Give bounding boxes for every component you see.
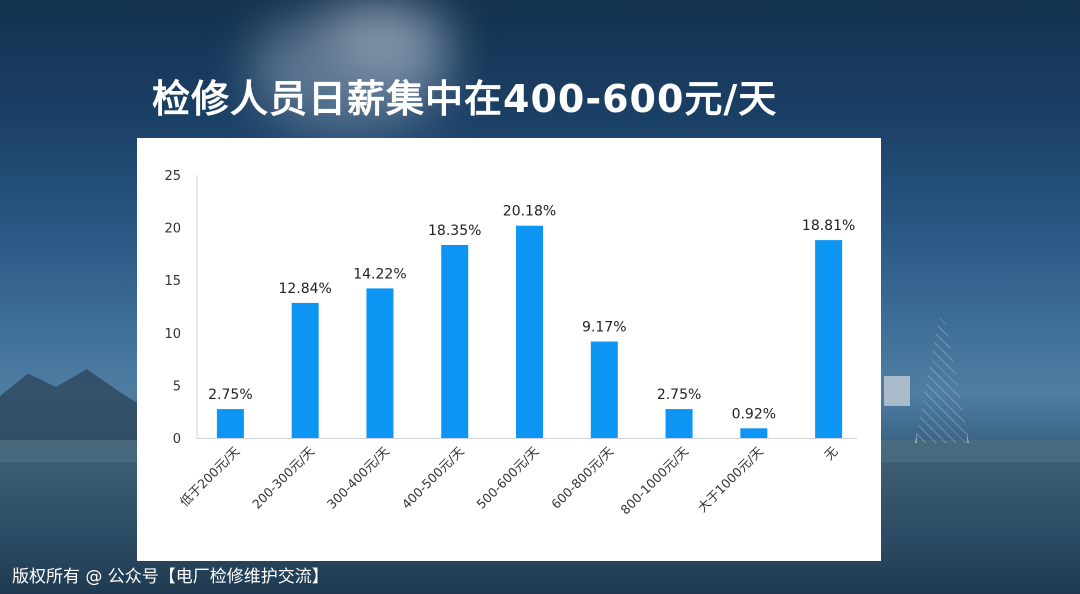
y-tick-label: 5 — [173, 379, 181, 394]
x-tick-label: 无 — [821, 444, 840, 463]
copyright-notice: 版权所有 @ 公众号【电厂检修维护交流】 — [12, 567, 329, 587]
bar — [516, 225, 543, 438]
bar — [291, 302, 319, 438]
data-label: 0.92% — [732, 406, 776, 422]
x-tick-label: 低于200元/天 — [177, 443, 243, 509]
data-label: 18.35% — [428, 223, 481, 239]
data-label: 9.17% — [582, 320, 626, 336]
x-axis: 低于200元/天 200-300元/天 300-400元/天 400-500元/天 50… — [177, 438, 857, 517]
page-title: 检修人员日薪集中在400-600元/天 — [152, 77, 778, 121]
data-label: 2.75% — [208, 387, 252, 403]
x-tick-label: 400-500元/天 — [399, 443, 468, 512]
bar-series — [216, 225, 843, 438]
y-tick-label: 15 — [164, 274, 181, 289]
data-label: 20.18% — [503, 204, 556, 220]
bar — [216, 409, 244, 438]
data-labels: 2.75% 12.84% 14.22% 18.35% 20.18% 9.17% 2.75% 0… — [208, 204, 855, 423]
background-mountain — [0, 369, 140, 450]
y-tick-label: 25 — [164, 169, 181, 184]
x-tick-label: 大于1000元/天 — [695, 443, 767, 515]
bar-chart: 0 5 10 15 20 25 2.75% 12.84% 14.22% 18.35% 20.18%… — [164, 169, 857, 517]
x-tick-label: 600-800元/天 — [548, 443, 617, 512]
chart-panel: 0 5 10 15 20 25 2.75% 12.84% 14.22% 18.35% 20.18%… — [137, 138, 881, 561]
y-tick-label: 20 — [164, 222, 181, 237]
data-label: 14.22% — [353, 266, 406, 282]
background-building — [884, 376, 910, 406]
bar — [366, 288, 394, 438]
bar — [740, 428, 768, 438]
x-tick-label: 300-400元/天 — [324, 443, 393, 512]
background-cloud — [330, 0, 450, 70]
bar — [441, 244, 469, 438]
y-axis: 0 5 10 15 20 25 — [164, 169, 198, 447]
background-power-tower — [915, 318, 969, 443]
y-tick-label: 10 — [164, 327, 181, 342]
data-label: 2.75% — [657, 387, 701, 403]
x-tick-label: 200-300元/天 — [249, 443, 318, 512]
background-cloud — [250, 10, 450, 130]
data-label: 12.84% — [278, 281, 331, 297]
data-label: 18.81% — [802, 218, 855, 234]
bar — [815, 240, 843, 438]
bar — [590, 341, 618, 438]
x-tick-label: 500-600元/天 — [473, 443, 542, 512]
x-tick-label: 800-1000元/天 — [617, 443, 691, 517]
y-tick-label: 0 — [173, 432, 181, 447]
bar — [665, 409, 693, 438]
